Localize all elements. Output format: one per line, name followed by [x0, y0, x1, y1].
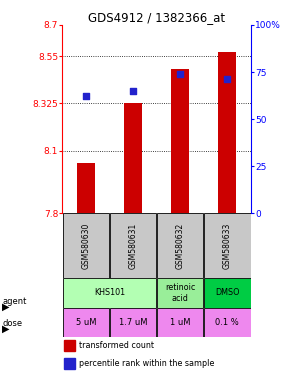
- Point: [178, 71, 182, 77]
- Bar: [218, 52, 236, 214]
- Bar: [63, 214, 109, 278]
- Bar: [64, 340, 75, 351]
- Text: GSM580632: GSM580632: [176, 223, 185, 269]
- Text: dose: dose: [2, 319, 22, 328]
- Text: KHS101: KHS101: [94, 288, 125, 298]
- Bar: [110, 308, 156, 337]
- Bar: [124, 104, 142, 214]
- Text: agent: agent: [2, 297, 27, 306]
- Text: 1 uM: 1 uM: [170, 318, 191, 327]
- Bar: [157, 308, 204, 337]
- Text: retinoic
acid: retinoic acid: [165, 283, 195, 303]
- Bar: [157, 278, 204, 308]
- Title: GDS4912 / 1382366_at: GDS4912 / 1382366_at: [88, 11, 225, 24]
- Point: [84, 93, 88, 99]
- Text: DMSO: DMSO: [215, 288, 240, 298]
- Bar: [64, 358, 75, 369]
- Bar: [204, 308, 251, 337]
- Text: percentile rank within the sample: percentile rank within the sample: [79, 359, 215, 368]
- Bar: [110, 214, 156, 278]
- Bar: [77, 163, 95, 214]
- Text: ▶: ▶: [2, 324, 10, 334]
- Bar: [63, 278, 156, 308]
- Text: ▶: ▶: [2, 302, 10, 312]
- Bar: [63, 308, 109, 337]
- Bar: [204, 214, 251, 278]
- Point: [131, 88, 135, 94]
- Text: GSM580631: GSM580631: [128, 223, 137, 269]
- Text: GSM580630: GSM580630: [81, 223, 90, 269]
- Text: transformed count: transformed count: [79, 341, 154, 350]
- Text: GSM580633: GSM580633: [223, 223, 232, 269]
- Point: [225, 76, 230, 83]
- Bar: [171, 69, 189, 214]
- Text: 0.1 %: 0.1 %: [215, 318, 239, 327]
- Text: 1.7 uM: 1.7 uM: [119, 318, 147, 327]
- Text: 5 uM: 5 uM: [76, 318, 96, 327]
- Bar: [204, 278, 251, 308]
- Bar: [157, 214, 204, 278]
